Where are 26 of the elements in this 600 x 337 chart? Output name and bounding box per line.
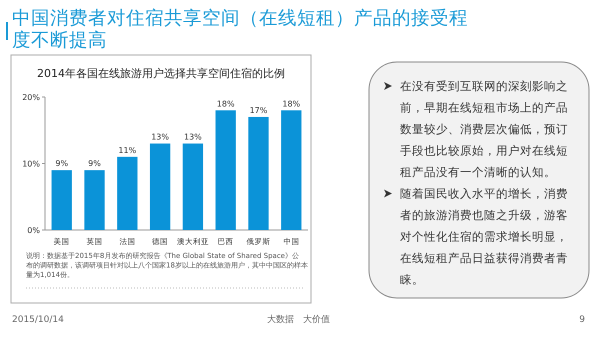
bar [117,156,138,230]
text: 9 [579,315,586,325]
text: 在没有受到互联网的深刻影响之前，早期在线短租市场上的产品数量较少、消费层次偏低，预订手段也比较原始，用户对在线短租产品没有一个清晰的认知。 [400,79,568,179]
bar [281,110,302,230]
y-tick-label: 0% [27,226,40,235]
data-label: 13% [184,132,202,142]
text: 2015/10/14 [12,315,64,325]
data-label: 17% [250,106,268,115]
text: 随着国民收入水平的增长，消费者的旅游消费也随之升级，游客对个性化住宿的需求增长明显，在线短租产品日益获得消费者青睐。 [400,186,568,286]
data-label: 18% [216,99,235,108]
bar [84,170,105,230]
bar [52,170,72,230]
data-label: 13% [151,132,170,142]
bar [248,116,269,230]
y-tick-label: 10% [22,159,40,168]
data-label: 9% [88,159,102,168]
bar [216,110,236,230]
bar [150,144,170,230]
data-label: 9% [55,159,68,168]
y-tick-label: 20% [22,92,40,102]
chart-title: 2014年各国在线旅游用户选择共享空间住宿的比例 [37,67,285,80]
text: 大数据 大价值 [267,314,330,325]
data-label: 11% [118,146,137,155]
bar [182,144,204,230]
data-label: 18% [282,99,301,108]
text: 中国消费者对住宿共享空间（在线短租）产品的接受程度不断提高 [12,7,468,51]
